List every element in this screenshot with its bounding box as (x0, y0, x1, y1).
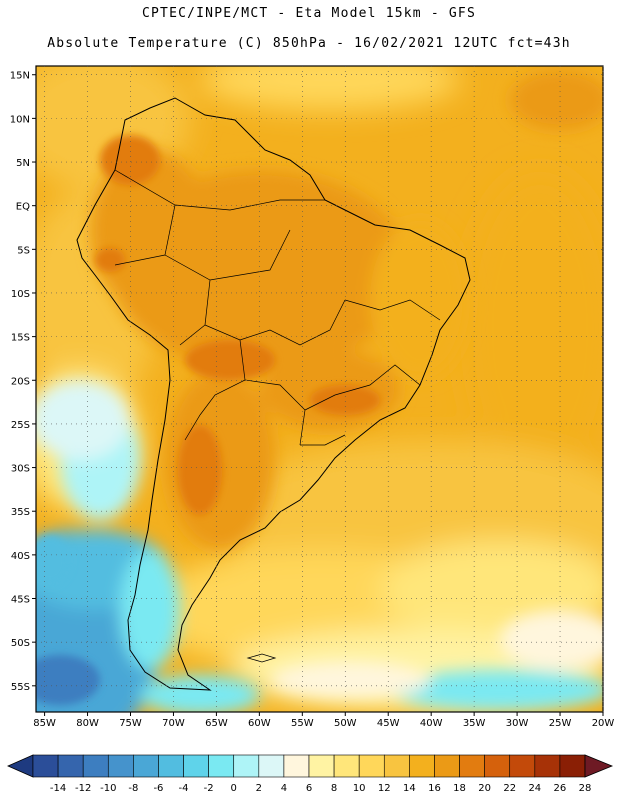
longitude-label: 35W (463, 718, 486, 729)
colorbar-swatch (534, 754, 561, 778)
colorbar-over-arrow (584, 754, 614, 778)
colorbar-tick-label: 4 (281, 783, 287, 794)
colorbar-swatch (383, 754, 410, 778)
island-outline (246, 653, 277, 663)
colorbar-tick-label: -12 (75, 783, 91, 794)
colorbar-swatch (107, 754, 134, 778)
latitude-label: 15S (11, 333, 30, 344)
colorbar-tick-label: 22 (503, 783, 516, 794)
longitude-label: 20W (592, 718, 615, 729)
longitude-label: 75W (119, 718, 142, 729)
latitude-labels: 15N 10N 5N EQ 5S 10S 15S 20S 25S 30S 35S 40S 45S 50S 5… (10, 71, 36, 693)
colorbar-tick-label: 20 (478, 783, 491, 794)
colorbar-swatch (559, 754, 586, 778)
colorbar-tick-label: 6 (306, 783, 312, 794)
latitude-label: 15N (10, 71, 30, 82)
colorbar-swatch (32, 754, 59, 778)
latitude-label: 5N (16, 158, 30, 169)
colorbar-tick-label: 8 (331, 783, 337, 794)
colorbar-swatch (233, 754, 260, 778)
colorbar-swatch (434, 754, 460, 778)
longitude-label: 70W (162, 718, 185, 729)
latitude-label: EQ (16, 202, 30, 213)
colorbar-tick-label: -8 (128, 783, 138, 794)
latitude-label: 35S (11, 507, 30, 518)
colorbar-swatch (133, 754, 159, 778)
colorbar-tick-label: 16 (428, 783, 441, 794)
longitude-label: 60W (248, 718, 271, 729)
latitude-label: 10N (10, 114, 30, 125)
longitude-label: 40W (420, 718, 443, 729)
colorbar-tick-label: 10 (353, 783, 366, 794)
colorbar-tick-label: 18 (453, 783, 466, 794)
colorbar-swatch (509, 754, 536, 778)
colorbar-tick-label: 26 (554, 783, 567, 794)
latitude-label: 40S (11, 551, 30, 562)
temperature-field (36, 66, 603, 712)
longitude-label: 50W (334, 718, 357, 729)
map-frame (35, 65, 604, 713)
colorbar-tick-label: -6 (153, 783, 163, 794)
colorbar-tick-label: -2 (204, 783, 214, 794)
latitude-label: 50S (11, 638, 30, 649)
colorbar-tick-label: 24 (528, 783, 541, 794)
latitude-label: 30S (11, 464, 30, 475)
colorbar-under-arrow (7, 754, 34, 778)
longitude-labels: 85W 80W 75W 70W 65W 60W 55W 50W 45W 40W 35W 30W 25W 2… (33, 712, 614, 729)
latitude-label: 25S (11, 420, 30, 431)
map-title-line-2: Absolute Temperature (C) 850hPa - 16/02/… (47, 36, 571, 51)
colorbar-tick-label: -10 (100, 783, 116, 794)
longitude-label: 30W (506, 718, 529, 729)
colorbar-swatch (57, 754, 84, 778)
latitude-label: 20S (11, 376, 30, 387)
latitude-label: 45S (11, 595, 30, 606)
map-title-line-1: CPTEC/INPE/MCT - Eta Model 15km - GFS (142, 6, 476, 21)
colorbar-swatch (258, 754, 285, 778)
colorbar-swatch (183, 754, 209, 778)
colorbar-tick-label: 12 (378, 783, 391, 794)
colorbar-swatch (459, 754, 485, 778)
color-scale-bar: -14 -12 -10 -8 -6 -4 -2 0 2 4 6 8 10 12 14 16 18 20 22 24 26… (7, 754, 614, 794)
colorbar-swatch (82, 754, 109, 778)
longitude-label: 65W (205, 718, 228, 729)
colorbar-swatch (158, 754, 184, 778)
colorbar-swatch (333, 754, 360, 778)
country-borders (114, 169, 441, 446)
colorbar-tick-label: -4 (179, 783, 189, 794)
longitude-label: 80W (76, 718, 99, 729)
latitude-label: 10S (11, 289, 30, 300)
colorbar-swatch (208, 754, 235, 778)
colorbar-tick-label: 2 (256, 783, 262, 794)
colorbar-swatch (484, 754, 511, 778)
colorbar-swatch (358, 754, 385, 778)
colorbar-swatch (308, 754, 335, 778)
latitude-label: 5S (17, 245, 30, 256)
colorbar-swatch (409, 754, 435, 778)
colorbar-tick-label: -14 (50, 783, 66, 794)
colorbar-swatch (283, 754, 310, 778)
continent-outline (76, 97, 471, 691)
longitude-label: 25W (549, 718, 572, 729)
colorbar-tick-label: 14 (403, 783, 416, 794)
longitude-label: 85W (33, 718, 56, 729)
colorbar-tick-label: 0 (231, 783, 237, 794)
longitude-label: 55W (291, 718, 314, 729)
longitude-label: 45W (377, 718, 400, 729)
colorbar-tick-label: 28 (579, 783, 592, 794)
latitude-label: 55S (11, 682, 30, 693)
